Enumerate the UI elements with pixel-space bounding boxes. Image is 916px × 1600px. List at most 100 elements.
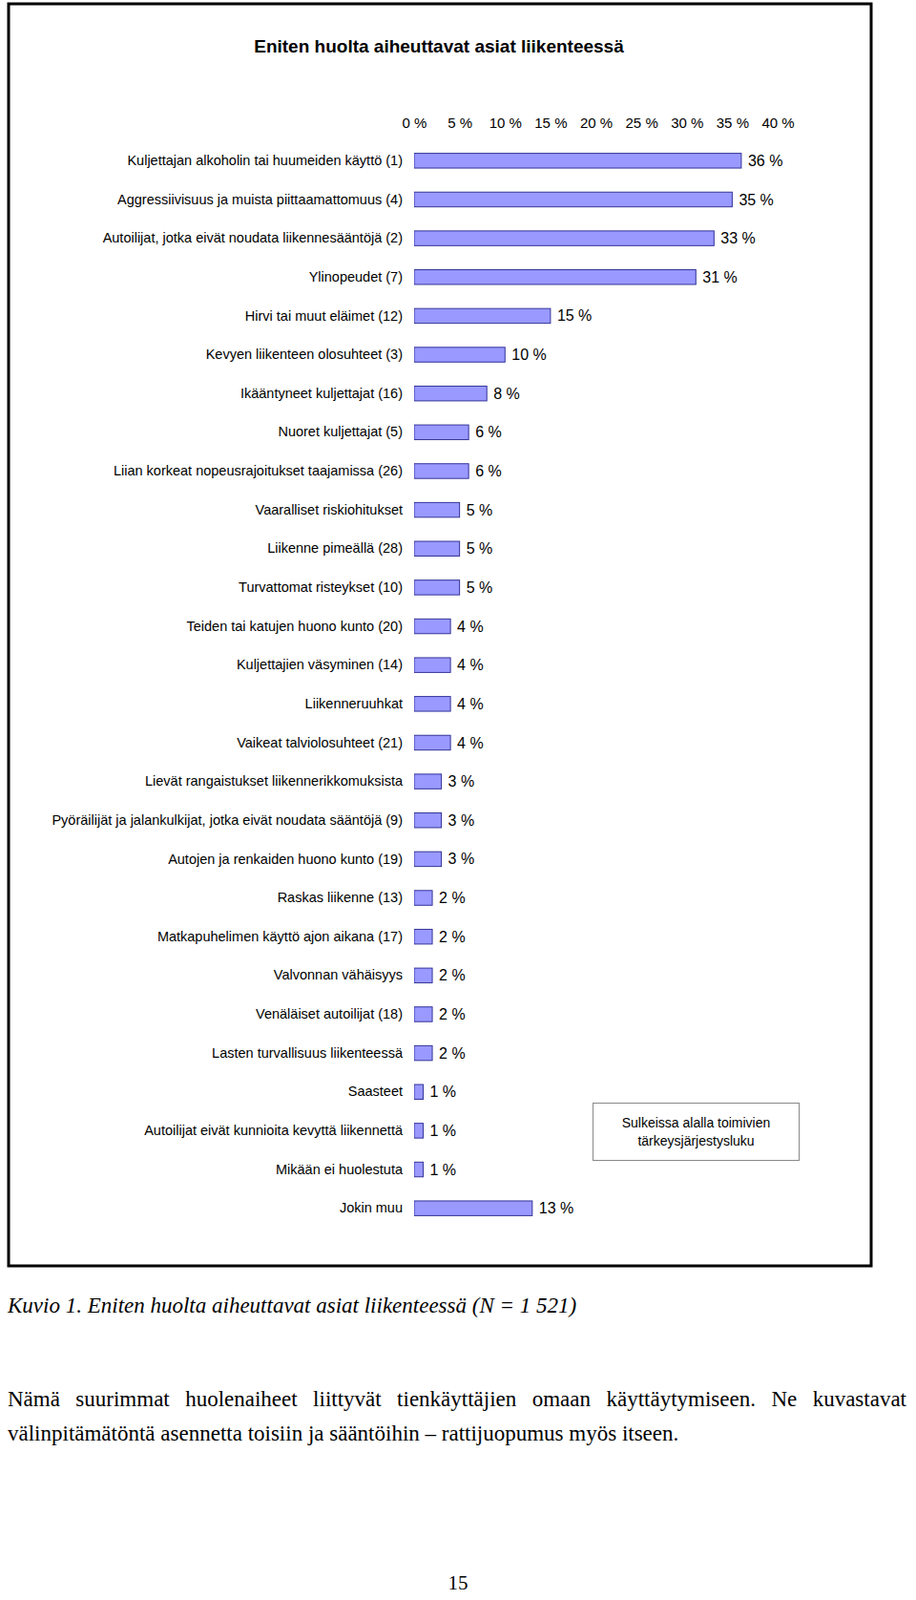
x-tick-label: 25 % <box>625 114 659 131</box>
bar <box>414 890 433 905</box>
x-tick-label: 10 % <box>489 114 522 131</box>
bar <box>414 696 451 711</box>
category-label: Mikään ei huolestuta <box>275 1161 404 1177</box>
category-label: Turvattomat risteykset (10) <box>238 579 403 595</box>
category-label: Vaaralliset riskiohitukset <box>255 501 403 518</box>
category-label: Aggressiivisuus ja muista piittaamattomu… <box>117 191 403 208</box>
y-tick: Teiden tai katujen huono kunto (20) <box>186 618 415 634</box>
figure-caption: Kuvio 1. Eniten huolta aiheuttavat asiat… <box>7 1292 896 1318</box>
data-label: 1 % <box>430 1161 458 1178</box>
y-tick: Ylinopeudet (7) <box>309 269 415 285</box>
data-label: 5 % <box>466 540 494 557</box>
bar <box>414 618 451 633</box>
data-label: 1 % <box>430 1122 458 1139</box>
y-tick: Nuoret kuljettajat (5) <box>277 423 415 439</box>
y-axis: Kuljettajan alkoholin tai huumeiden käyt… <box>51 142 415 1229</box>
bar <box>414 1123 424 1138</box>
data-label: 15 % <box>557 307 592 324</box>
x-tick-label: 20 % <box>580 114 613 131</box>
data-label: 4 % <box>457 734 484 751</box>
x-tick-label: 30 % <box>670 114 704 131</box>
x-tick: 5 % <box>447 114 473 134</box>
data-label: 36 % <box>748 152 783 169</box>
y-tick: Turvattomat risteykset (10) <box>238 579 415 595</box>
bar <box>414 541 460 556</box>
category-label: Pyöräilijät ja jalankulkijat, jotka eivä… <box>51 811 403 828</box>
bar <box>414 1083 424 1099</box>
bar <box>414 734 451 750</box>
y-tick: Aggressiivisuus ja muista piittaamattomu… <box>117 191 415 208</box>
data-label: 2 % <box>438 1005 466 1022</box>
x-axis-line <box>415 133 779 135</box>
x-tick-label: 35 % <box>716 114 750 131</box>
bar <box>414 1044 433 1060</box>
bar <box>414 812 442 828</box>
data-label: 10 % <box>511 346 546 363</box>
category-label: Nuoret kuljettajat (5) <box>277 423 403 439</box>
y-tick: Autojen ja renkaiden huono kunto (19) <box>167 851 415 867</box>
y-tick: Venäläiset autoilijat (18) <box>255 1005 415 1021</box>
y-tick: Raskas liikenne (13) <box>277 889 415 905</box>
data-label: 33 % <box>720 229 755 247</box>
category-label: Autoilijat eivät kunnioita kevyttä liike… <box>144 1122 404 1138</box>
bar <box>414 501 460 517</box>
y-tick: Autoilijat eivät kunnioita kevyttä liike… <box>144 1122 415 1138</box>
y-tick: Vaaralliset riskiohitukset <box>255 501 415 518</box>
category-label: Liian korkeat nopeusrajoitukset taajamis… <box>113 462 403 479</box>
category-label: Valvonnan vähäisyys <box>273 966 403 982</box>
bar <box>414 773 442 789</box>
chart-svg: Eniten huolta aiheuttavat asiat liikente… <box>0 0 916 1600</box>
data-label: 35 % <box>738 191 773 209</box>
category-label: Ylinopeudet (7) <box>309 269 403 285</box>
y-tick: Autoilijat, jotka eivät noudata liikenne… <box>103 229 415 246</box>
bar <box>414 580 460 595</box>
y-tick: Hirvi tai muut eläimet (12) <box>245 308 415 324</box>
data-label: 4 % <box>457 695 484 712</box>
category-label: Hirvi tai muut eläimet (12) <box>245 308 403 324</box>
data-label: 4 % <box>457 618 484 635</box>
x-tick: 25 % <box>625 114 659 134</box>
data-labels: 36 %35 %33 %31 %15 %10 %8 %6 %6 %5 %5 %5… <box>430 152 784 1216</box>
y-tick: Liikenneruuhkat <box>305 695 415 711</box>
category-label: Autojen ja renkaiden huono kunto (19) <box>167 851 403 867</box>
bar <box>414 191 732 207</box>
x-tick: 10 % <box>489 114 522 134</box>
category-label: Saasteet <box>348 1082 403 1099</box>
data-label: 3 % <box>448 850 476 867</box>
chart-frame <box>8 3 872 1266</box>
page-number: 15 <box>0 1570 916 1595</box>
category-label: Teiden tai katujen huono kunto (20) <box>186 618 403 634</box>
data-label: 2 % <box>438 1044 466 1062</box>
data-label: 3 % <box>448 811 476 829</box>
category-label: Autoilijat, jotka eivät noudata liikenne… <box>103 229 403 246</box>
bar <box>414 153 742 168</box>
y-tick: Kuljettajien väsyminen (14) <box>236 656 415 672</box>
y-tick: Liian korkeat nopeusrajoitukset taajamis… <box>113 462 415 479</box>
data-label: 13 % <box>539 1199 574 1216</box>
x-tick: 20 % <box>580 114 613 134</box>
data-label: 3 % <box>448 772 476 790</box>
data-label: 1 % <box>430 1082 458 1100</box>
y-tick: Jokin muu <box>339 1199 415 1215</box>
chart-title: Eniten huolta aiheuttavat asiat liikente… <box>253 36 625 57</box>
y-tick: Vaikeat talviolosuhteet (21) <box>236 734 415 750</box>
data-label: 2 % <box>438 928 466 945</box>
bar <box>414 967 433 982</box>
bar <box>414 928 433 943</box>
x-tick: 35 % <box>716 114 750 134</box>
y-axis-line <box>414 142 416 1229</box>
data-label: 8 % <box>493 385 521 402</box>
bar <box>414 347 505 362</box>
bar <box>414 308 551 323</box>
category-label: Lasten turvallisuus liikenteessä <box>211 1044 404 1061</box>
category-label: Matkapuhelimen käyttö ajon aikana (17) <box>157 928 403 944</box>
y-tick: Saasteet <box>348 1082 415 1099</box>
y-tick: Matkapuhelimen käyttö ajon aikana (17) <box>157 928 415 944</box>
y-tick: Lasten turvallisuus liikenteessä <box>211 1044 415 1061</box>
y-tick: Ikääntyneet kuljettajat (16) <box>240 385 415 401</box>
bar <box>414 1161 424 1176</box>
category-label: Liikenneruuhkat <box>305 695 403 711</box>
x-tick: 15 % <box>534 114 567 134</box>
x-tick: 0 % <box>402 114 428 134</box>
x-tick-label: 0 % <box>402 114 428 131</box>
